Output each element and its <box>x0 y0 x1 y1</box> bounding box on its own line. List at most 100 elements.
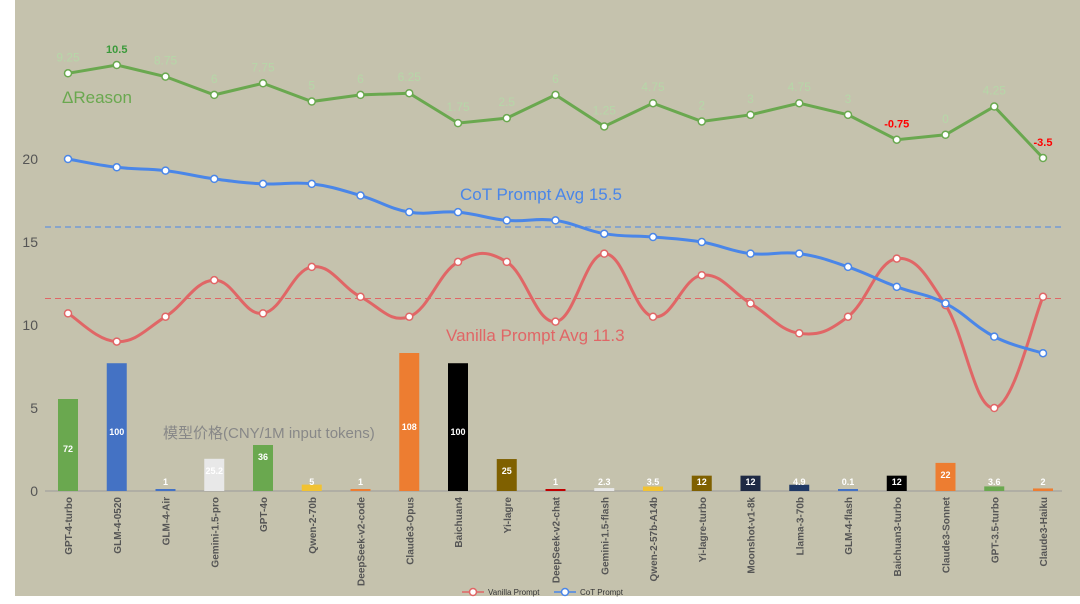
reason-point <box>892 135 901 144</box>
cot-prompt-point <box>648 232 658 242</box>
reason-point <box>307 97 316 106</box>
cot-prompt-point <box>161 166 170 175</box>
x-tick-label: DeepSeek-v2-chat <box>552 496 563 583</box>
x-tick-label: GPT-3.5-turbo <box>990 497 1001 563</box>
price-bar-label: 1 <box>553 477 558 487</box>
vanilla-prompt-point <box>161 312 170 321</box>
y-tick-label: 15 <box>22 234 38 250</box>
reason-point <box>697 117 706 126</box>
vanilla-prompt-point <box>453 257 463 267</box>
price-bar-label: 1 <box>163 477 168 487</box>
y-tick-label: 20 <box>22 151 38 167</box>
vanilla-prompt-point <box>307 262 316 272</box>
reason-point <box>648 98 658 108</box>
reason-point <box>63 69 73 78</box>
x-tick-label: Gemini-1.5-flash <box>600 497 611 575</box>
vanilla-prompt-point <box>795 329 804 338</box>
reason-point <box>941 130 950 139</box>
cot-prompt-point <box>112 163 121 172</box>
price-bar <box>399 353 420 491</box>
cot-prompt-point <box>746 249 755 258</box>
price-bar-label: 3.6 <box>988 477 1001 487</box>
vanilla-prompt-point <box>112 337 121 346</box>
reason-value-label: 6 <box>357 72 364 86</box>
x-tick-label: GLM-4-0520 <box>113 497 124 554</box>
reason-value-label: 8.75 <box>154 54 178 68</box>
reason-point <box>990 102 999 111</box>
price-bar <box>350 489 371 491</box>
reason-series-label: ΔReason <box>62 88 132 107</box>
price-bar-label: 22 <box>940 470 950 480</box>
reason-value-label: 10.5 <box>106 44 127 56</box>
vanilla-prompt-point <box>697 270 706 280</box>
reason-value-label: -3.5 <box>1034 137 1053 149</box>
x-tick-label: Claude3-Opus <box>405 497 416 565</box>
vanilla-prompt-point <box>356 292 365 302</box>
reason-point <box>551 90 560 100</box>
cot-prompt-point <box>843 262 853 272</box>
vanilla-prompt-point <box>990 403 999 413</box>
price-bar-label: 1 <box>358 477 363 487</box>
x-tick-label: Llama-3-70b <box>795 497 806 555</box>
cot-prompt-point <box>795 249 804 258</box>
vanilla-prompt-point <box>648 312 658 321</box>
reason-value-label: 6.25 <box>398 70 422 84</box>
reason-value-label: 9.25 <box>56 50 80 64</box>
reason-value-label: 3 <box>845 92 852 106</box>
vanilla-prompt-point <box>600 249 609 258</box>
x-tick-label: Yi-lagre-turbo <box>698 497 709 562</box>
reason-point <box>453 118 463 128</box>
price-bar <box>789 484 810 491</box>
cot-prompt-point <box>600 229 609 238</box>
vanilla-prompt-point <box>405 312 414 321</box>
reason-value-label: 6 <box>211 72 218 86</box>
reason-point <box>356 90 365 100</box>
x-tick-label: DeepSeek-v2-code <box>357 497 368 586</box>
reason-point <box>405 88 414 98</box>
cot-prompt-point <box>405 207 414 217</box>
reason-value-label: 1.75 <box>446 100 470 114</box>
reason-value-label: -0.75 <box>884 119 909 131</box>
reason-point <box>258 79 268 88</box>
cot-prompt-point <box>307 179 316 189</box>
price-bar-label: 5 <box>309 477 314 487</box>
price-bar <box>545 489 566 491</box>
price-bar <box>886 475 907 491</box>
cot-prompt-point <box>502 216 511 225</box>
price-bar-label: 25 <box>502 466 512 476</box>
price-bar <box>984 486 1005 491</box>
price-bar <box>935 462 956 491</box>
reason-value-label: 5 <box>308 79 315 93</box>
price-bar <box>643 486 663 491</box>
price-bar <box>1033 488 1053 491</box>
price-bar <box>496 459 517 491</box>
legend-swatch-marker <box>560 587 570 597</box>
reason-point <box>746 110 755 120</box>
price-bar-label: 36 <box>258 452 268 462</box>
price-bar <box>204 458 225 491</box>
x-tick-label: Gemini-1.5-pro <box>210 497 221 568</box>
cot-prompt-point <box>258 179 268 189</box>
vanilla-prompt-point <box>746 299 755 308</box>
price-bar-label: 3.5 <box>647 477 660 487</box>
y-tick-label: 10 <box>22 317 38 333</box>
price-bar-label: 12 <box>697 477 707 487</box>
cot-prompt-point <box>453 207 463 217</box>
cot-prompt-point <box>1038 348 1048 358</box>
price-bar-label: 12 <box>892 477 902 487</box>
reason-value-label: 1.25 <box>593 103 617 117</box>
price-bar <box>594 488 615 491</box>
vanilla-average-label: Vanilla Prompt Avg 11.3 <box>446 326 625 345</box>
x-tick-label: GLM-4-flash <box>844 497 855 555</box>
cot-prompt-point <box>990 332 999 341</box>
price-bar-label: 0.1 <box>842 477 855 487</box>
reason-value-label: 2 <box>698 98 705 112</box>
price-bar <box>301 484 322 491</box>
reason-value-label: 4.25 <box>983 84 1007 98</box>
price-bar <box>253 445 273 491</box>
vanilla-prompt-point <box>892 254 901 263</box>
reason-value-label: 3 <box>747 92 754 106</box>
price-bar-label: 2.3 <box>598 477 611 487</box>
